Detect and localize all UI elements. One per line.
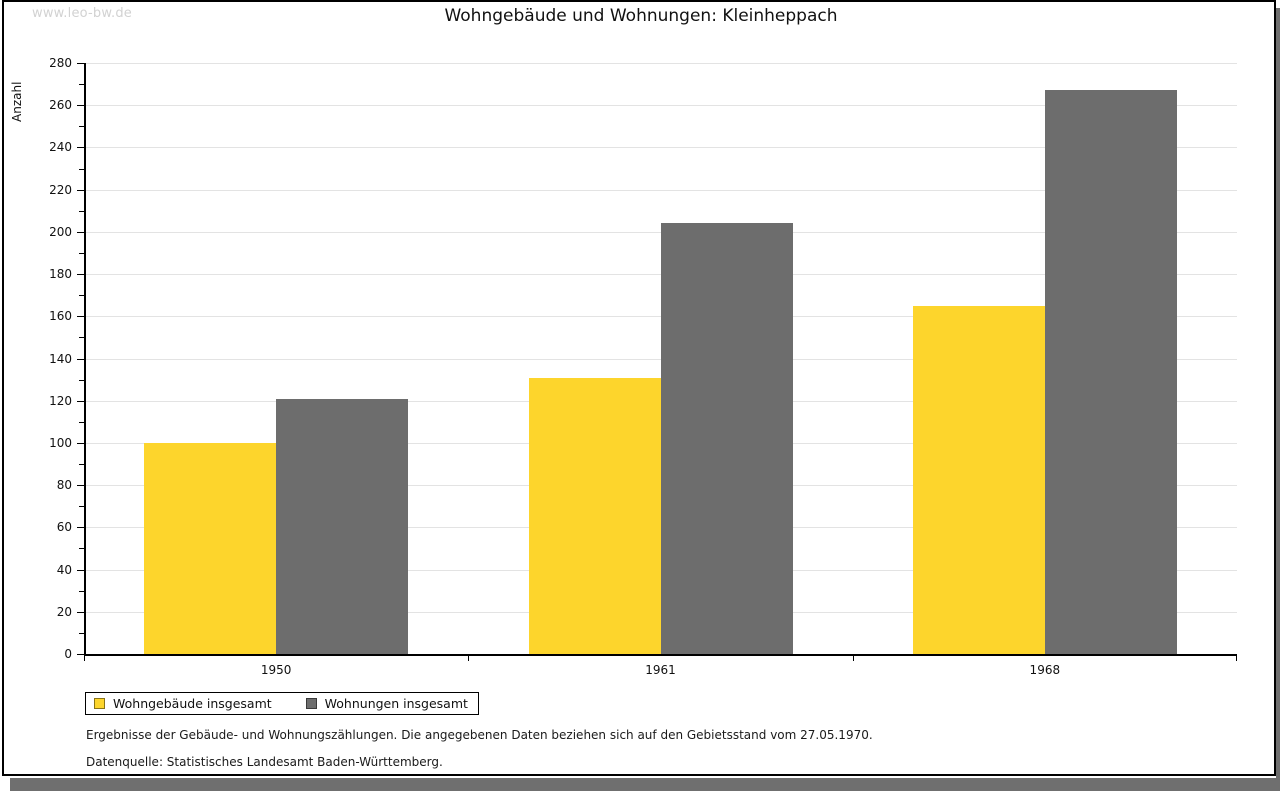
gridline (84, 147, 1237, 149)
y-tick-minor (79, 126, 84, 128)
bar-1950-series1[interactable] (276, 398, 409, 654)
y-tick-major (77, 147, 84, 149)
y-tick-major (77, 527, 84, 529)
legend-label-series0: Wohngebäude insgesamt (113, 696, 272, 711)
y-tick-major (77, 485, 84, 487)
y-tick-label: 160 (49, 309, 72, 324)
legend-label-series1: Wohnungen insgesamt (324, 696, 468, 711)
frame-shadow-bottom (10, 778, 1278, 791)
y-tick-label: 80 (56, 478, 72, 493)
y-tick-label: 60 (56, 520, 72, 535)
y-axis-line (84, 63, 86, 655)
legend-item-wohngebaeude[interactable]: Wohngebäude insgesamt (94, 696, 272, 711)
y-tick-minor (79, 464, 84, 466)
y-tick-minor (79, 548, 84, 550)
chart-title: Wohngebäude und Wohnungen: Kleinheppach (444, 6, 838, 26)
gridline (84, 63, 1237, 64)
y-tick-minor (79, 337, 84, 339)
watermark-text: www.leo-bw.de (32, 6, 133, 21)
y-tick-major (77, 316, 84, 318)
y-axis-label: Anzahl (10, 81, 24, 122)
frame-shadow-right (1276, 8, 1280, 791)
y-tick-label: 240 (49, 140, 72, 155)
y-tick-label: 140 (49, 351, 72, 366)
x-tick (468, 654, 470, 661)
y-tick-label: 40 (56, 562, 72, 577)
y-tick-major (77, 189, 84, 191)
bar-1950-series0[interactable] (144, 442, 277, 654)
y-tick-major (77, 63, 84, 64)
y-tick-minor (79, 590, 84, 592)
y-tick-major (77, 105, 84, 107)
bar-1961-series1[interactable] (660, 223, 793, 654)
y-tick-label: 180 (49, 267, 72, 282)
y-tick-label: 120 (49, 393, 72, 408)
chart-legend: Wohngebäude insgesamt Wohnungen insgesam… (85, 692, 479, 715)
y-tick-minor (79, 84, 84, 86)
y-tick-major (77, 358, 84, 360)
legend-swatch-icon-series0 (94, 698, 105, 709)
y-tick-minor (79, 252, 84, 254)
gridline (84, 105, 1237, 107)
y-tick-major (77, 442, 84, 444)
x-tick-label: 1950 (260, 663, 292, 677)
x-tick (84, 654, 85, 661)
y-tick-minor (79, 421, 84, 423)
y-tick-minor (79, 632, 84, 634)
y-tick-minor (79, 506, 84, 508)
y-tick-major (77, 231, 84, 233)
y-tick-minor (79, 295, 84, 297)
x-tick (1236, 654, 1237, 661)
footnote-datasource: Datenquelle: Statistisches Landesamt Bad… (86, 755, 443, 769)
y-tick-major (77, 274, 84, 276)
y-tick-major (77, 569, 84, 571)
y-tick-label: 220 (49, 182, 72, 197)
gridline (84, 189, 1237, 191)
x-tick-label: 1961 (645, 663, 676, 677)
y-tick-label: 0 (64, 647, 72, 661)
bar-1968-series0[interactable] (912, 305, 1045, 654)
footnote-methodology: Ergebnisse der Gebäude- und Wohnungszähl… (86, 728, 873, 742)
bar-1968-series1[interactable] (1044, 90, 1177, 654)
bar-1961-series0[interactable] (528, 377, 661, 654)
y-tick-label: 20 (56, 604, 72, 619)
legend-swatch-icon-series1 (305, 698, 317, 709)
y-tick-label: 100 (49, 435, 72, 450)
x-tick-label: 1968 (1029, 663, 1061, 677)
y-tick-minor (79, 168, 84, 170)
y-tick-label: 260 (49, 98, 72, 113)
y-tick-major (77, 654, 84, 655)
y-tick-minor (79, 379, 84, 381)
y-tick-major (77, 611, 84, 613)
y-tick-label: 200 (49, 224, 72, 239)
y-tick-major (77, 400, 84, 402)
chart-frame: www.leo-bw.de Wohngebäude und Wohnungen:… (2, 0, 1276, 776)
y-tick-minor (79, 210, 84, 212)
plot-area: 0 20 40 60 80 100 120 140 160 180 200 220 240 260 280 … (49, 56, 1237, 677)
x-axis-line (84, 654, 1237, 656)
y-tick-label: 280 (49, 56, 72, 70)
x-tick (852, 654, 854, 661)
legend-item-wohnungen[interactable]: Wohnungen insgesamt (305, 696, 468, 711)
